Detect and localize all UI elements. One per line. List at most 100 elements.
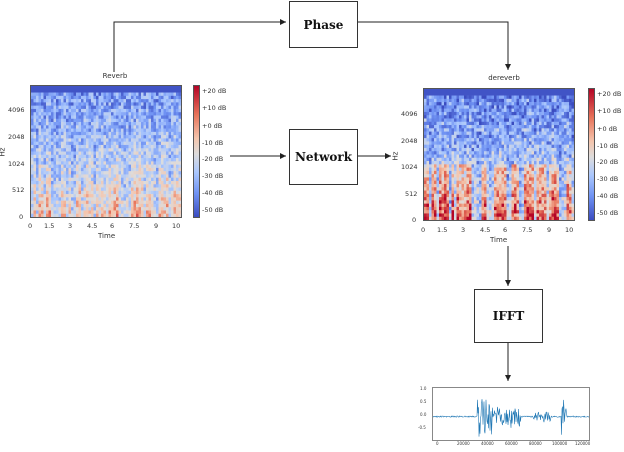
spectrogram-cell <box>161 112 164 116</box>
spectrogram-cell <box>86 171 89 175</box>
spectrogram-cell <box>451 157 455 162</box>
spectrogram-cell <box>68 86 72 90</box>
spectrogram-cell <box>153 174 157 178</box>
spectrogram-cell <box>489 125 492 129</box>
spectrogram-cell <box>156 194 159 198</box>
spectrogram-cell <box>141 174 144 178</box>
spectrogram-cell <box>541 118 545 123</box>
spectrogram-cell <box>469 200 472 204</box>
spectrogram-cell <box>509 193 512 198</box>
spectrogram-cell <box>456 105 460 109</box>
spectrogram-cell <box>446 92 450 96</box>
spectrogram-cell <box>78 174 82 178</box>
spectrogram-cell <box>41 200 44 205</box>
spectrogram-cell <box>43 89 47 93</box>
spectrogram-cell <box>56 89 59 93</box>
spectrogram-cell <box>521 98 525 103</box>
spectrogram-cell <box>531 164 535 168</box>
spectrogram-cell <box>491 118 495 123</box>
spectrogram-cell <box>123 197 127 201</box>
spectrogram-cell <box>148 177 152 182</box>
spectrogram-cell <box>106 203 109 208</box>
spectrogram-cell <box>148 203 152 208</box>
spectrogram-cell <box>116 171 119 175</box>
spectrogram-cell <box>506 121 510 126</box>
spectrogram-cell <box>133 174 137 178</box>
spectrogram-cell <box>66 151 69 156</box>
spectrogram-cell <box>444 128 447 132</box>
spectrogram-cell <box>469 144 472 149</box>
spectrogram-cell <box>546 161 550 165</box>
spectrogram-cell <box>83 89 87 93</box>
spectrogram-cell <box>121 148 124 152</box>
spectrogram-cell <box>506 210 510 214</box>
spectrogram-cell <box>564 206 567 211</box>
spectrogram-cell <box>123 207 127 211</box>
spectrogram-cell <box>474 108 477 113</box>
spectrogram-cell <box>499 141 502 145</box>
spectrogram-cell <box>88 102 92 106</box>
spectrogram-cell <box>436 98 440 103</box>
spectrogram-cell <box>86 102 89 106</box>
spectrogram-cell <box>53 138 57 142</box>
spectrogram-cell <box>106 141 109 146</box>
spectrogram-cell <box>61 102 64 106</box>
spectrogram-cell <box>153 197 157 201</box>
spectrogram-cell <box>148 144 152 149</box>
spectrogram-cell <box>63 141 67 146</box>
spectrogram-cell <box>489 131 492 136</box>
spectrogram-cell <box>469 95 472 100</box>
spectrogram-cell <box>86 118 89 123</box>
spectrogram-cell <box>519 128 522 132</box>
spectrogram-cell <box>501 128 505 132</box>
spectrogram-cell <box>501 89 505 93</box>
spectrogram-cell <box>58 184 62 188</box>
spectrogram-cell <box>116 141 119 146</box>
spectrogram-cell <box>48 118 52 123</box>
spectrogram-cell <box>476 115 480 119</box>
spectrogram-cell <box>571 89 574 93</box>
spectrogram-cell <box>441 144 445 149</box>
spectrogram-cell <box>138 207 142 211</box>
spectrogram-cell <box>88 194 92 198</box>
spectrogram-cell <box>469 141 472 145</box>
spectrogram-cell <box>76 122 79 126</box>
spectrogram-cell <box>539 144 542 149</box>
spectrogram-cell <box>176 141 179 146</box>
spectrogram-cell <box>41 99 44 103</box>
spectrogram-cell <box>171 197 174 201</box>
spectrogram-cell <box>146 131 149 136</box>
spectrogram-cell <box>118 141 122 146</box>
spectrogram-cell <box>33 194 37 198</box>
spectrogram-cell <box>31 164 34 169</box>
reverb-cbar-label: +10 dB <box>202 104 227 112</box>
spectrogram-cell <box>476 95 480 100</box>
spectrogram-cell <box>116 135 119 139</box>
spectrogram-cell <box>441 206 445 211</box>
spectrogram-cell <box>434 125 437 129</box>
spectrogram-cell <box>88 177 92 182</box>
spectrogram-cell <box>118 174 122 178</box>
spectrogram-cell <box>153 158 157 162</box>
phase-box: Phase <box>289 1 358 48</box>
spectrogram-cell <box>491 157 495 162</box>
spectrogram-cell <box>118 171 122 175</box>
spectrogram-cell <box>446 197 450 201</box>
spectrogram-cell <box>441 151 445 155</box>
spectrogram-cell <box>58 187 62 192</box>
spectrogram-cell <box>531 134 535 139</box>
spectrogram-cell <box>481 183 485 188</box>
spectrogram-cell <box>31 102 34 106</box>
spectrogram-cell <box>88 92 92 97</box>
spectrogram-cell <box>63 213 67 217</box>
spectrogram-cell <box>444 92 447 96</box>
spectrogram-cell <box>136 122 139 126</box>
spectrogram-cell <box>551 200 555 204</box>
spectrogram-cell <box>444 108 447 113</box>
spectrogram-cell <box>76 210 79 215</box>
spectrogram-cell <box>46 177 49 182</box>
spectrogram-cell <box>526 118 530 123</box>
spectrogram-cell <box>136 115 139 120</box>
spectrogram-cell <box>571 111 574 116</box>
spectrogram-cell <box>118 164 122 169</box>
